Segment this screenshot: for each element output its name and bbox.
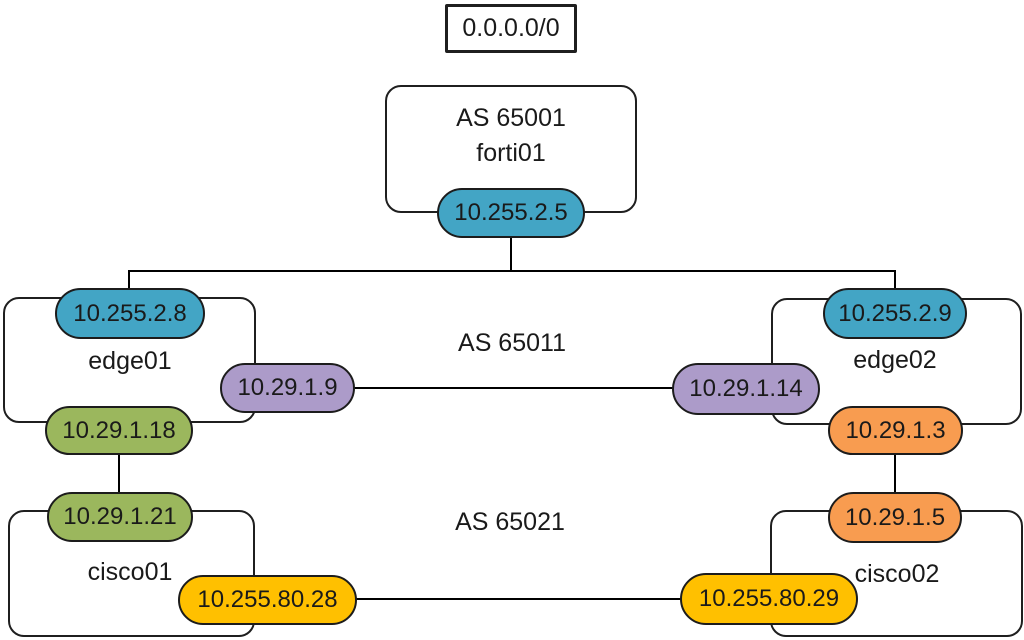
cisco01-uplink-ip-pill: 10.29.1.21 [47,492,193,542]
link-forti01-to-bus [510,236,512,272]
link-bus-to-edge02 [894,271,896,291]
cisco02-name-label: cisco02 [854,560,940,588]
cisco02-peer-ip-pill: 10.255.80.29 [680,573,858,625]
as-65011-label: AS 65011 [458,329,566,357]
forti01-wan-ip-pill: 10.255.2.5 [437,188,585,238]
default-route-box: 0.0.0.0/0 [445,4,577,53]
forti01-as-label: AS 65001 [456,104,566,132]
edge02-name-label: edge02 [853,346,937,374]
link-bus-horizontal [128,270,896,272]
cisco01-peer-ip-pill: 10.255.80.28 [178,575,357,625]
default-route-label: 0.0.0.0/0 [462,14,560,42]
forti01-title: AS 65001 forti01 [385,101,637,171]
link-edge02-cisco02 [894,450,896,496]
edge02-uplink-ip-pill: 10.255.2.9 [823,288,967,339]
edge02-downlink-ip-pill: 10.29.1.3 [828,406,963,455]
edge01-downlink-ip-pill: 10.29.1.18 [45,406,193,455]
forti01-name-label: forti01 [476,139,546,167]
cisco02-uplink-ip-pill: 10.29.1.5 [828,492,962,543]
cisco01-name-label: cisco01 [87,558,173,586]
as-65021-label: AS 65021 [455,508,565,536]
edge01-uplink-ip-pill: 10.255.2.8 [55,288,205,339]
link-edge01-edge02 [350,387,680,389]
edge01-name-label: edge01 [88,347,172,375]
link-cisco01-cisco02 [350,598,690,600]
edge02-peer-ip-pill: 10.29.1.14 [672,363,820,415]
edge01-peer-ip-pill: 10.29.1.9 [220,363,355,413]
link-edge01-cisco01 [118,450,120,496]
link-bus-to-edge01 [128,271,130,291]
